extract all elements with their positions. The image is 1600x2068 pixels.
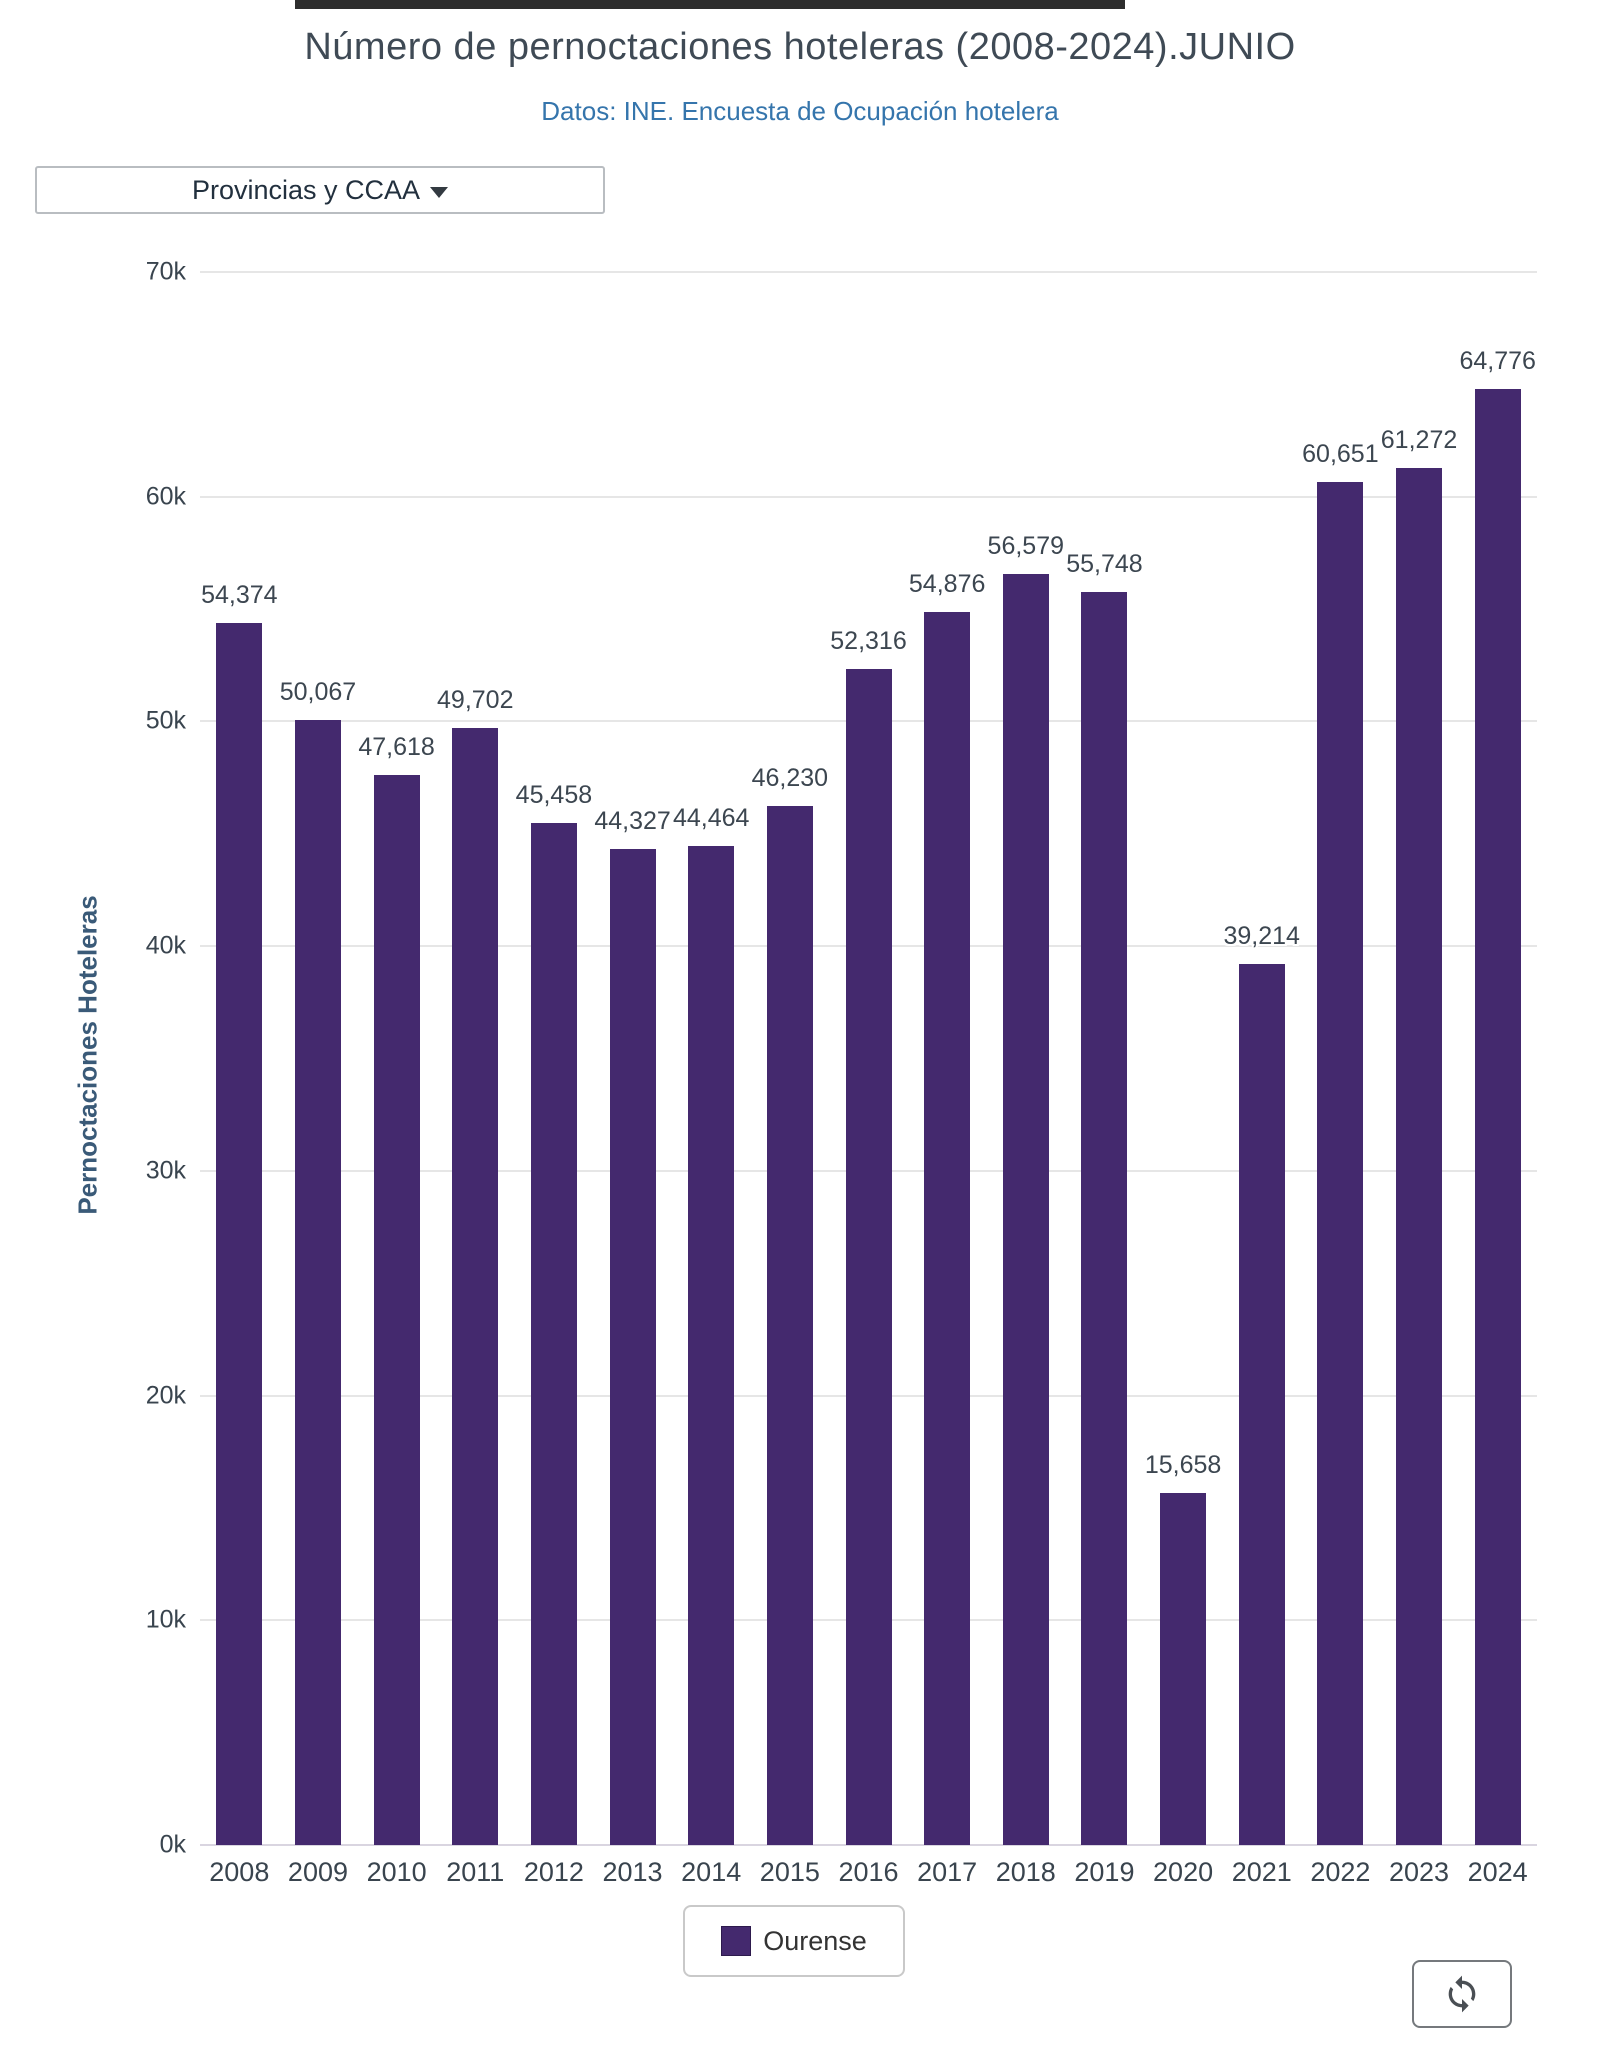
bar-2011[interactable] xyxy=(452,728,499,1845)
x-tick-label-2021: 2021 xyxy=(1231,1857,1292,1887)
legend-label: Ourense xyxy=(763,1925,867,1956)
bar-2016[interactable] xyxy=(845,669,892,1845)
y-tick-label: 50k xyxy=(145,706,186,735)
x-tick-label-2022: 2022 xyxy=(1310,1857,1371,1887)
bar-value-label-2014: 44,464 xyxy=(672,803,750,832)
bar-2023[interactable] xyxy=(1396,468,1443,1845)
y-tick-label: 40k xyxy=(145,931,186,960)
bar-value-label-2020: 15,658 xyxy=(1144,1451,1222,1480)
bar-2019[interactable] xyxy=(1081,592,1128,1845)
bar-value-label-2016: 52,316 xyxy=(830,627,907,656)
bar-2012[interactable] xyxy=(530,823,577,1845)
bar-2009[interactable] xyxy=(294,719,341,1845)
bar-2013[interactable] xyxy=(609,848,656,1845)
legend-item-ourense[interactable]: Ourense xyxy=(683,1905,905,1977)
bar-2008[interactable] xyxy=(216,623,263,1845)
region-dropdown-label: Provincias y CCAA xyxy=(191,174,421,205)
bar-2014[interactable] xyxy=(688,845,735,1845)
y-tick-label: 60k xyxy=(145,482,186,511)
bar-value-label-2013: 44,327 xyxy=(594,806,671,835)
bar-value-label-2017: 54,876 xyxy=(908,569,986,598)
bar-value-label-2011: 49,702 xyxy=(437,686,514,715)
x-tick-label-2011: 2011 xyxy=(446,1857,505,1887)
y-tick-label: 0k xyxy=(159,1830,186,1859)
bar-2020[interactable] xyxy=(1160,1493,1207,1845)
legend-color-swatch xyxy=(721,1926,752,1956)
bar-2018[interactable] xyxy=(1002,573,1049,1845)
bar-value-label-2018: 56,579 xyxy=(987,531,1065,560)
bar-2010[interactable] xyxy=(373,774,420,1845)
y-axis-title: Pernoctaciones Hoteleras xyxy=(72,895,103,1215)
chart-title: Número de pernoctaciones hoteleras (2008… xyxy=(304,26,1296,68)
x-tick-label-2017: 2017 xyxy=(917,1857,978,1887)
sync-icon xyxy=(1448,1975,1476,2013)
x-tick-label-2014: 2014 xyxy=(681,1857,742,1887)
bar-value-label-2010: 47,618 xyxy=(358,732,435,761)
x-tick-label-2013: 2013 xyxy=(602,1857,663,1887)
gridline-70k xyxy=(200,271,1537,273)
bar-value-label-2009: 50,067 xyxy=(279,677,357,706)
bar-2024[interactable] xyxy=(1474,389,1521,1845)
bar-value-label-2012: 45,458 xyxy=(515,781,593,810)
y-tick-label: 20k xyxy=(145,1381,186,1410)
x-tick-label-2015: 2015 xyxy=(759,1857,820,1887)
bar-value-label-2015: 46,230 xyxy=(751,764,829,793)
caret-down-icon xyxy=(430,186,449,198)
bar-2017[interactable] xyxy=(924,611,971,1845)
bar-value-label-2019: 55,748 xyxy=(1066,550,1143,579)
x-tick-label-2016: 2016 xyxy=(838,1857,899,1887)
x-tick-label-2019: 2019 xyxy=(1074,1857,1135,1887)
x-tick-label-2020: 2020 xyxy=(1153,1857,1214,1887)
bar-2021[interactable] xyxy=(1238,963,1285,1845)
x-tick-label-2012: 2012 xyxy=(523,1857,584,1887)
x-tick-label-2008: 2008 xyxy=(209,1857,270,1887)
bar-2022[interactable] xyxy=(1317,482,1364,1845)
chart-subtitle: Datos: INE. Encuesta de Ocupación hotele… xyxy=(541,96,1059,126)
y-tick-label: 10k xyxy=(145,1605,186,1634)
x-tick-label-2009: 2009 xyxy=(287,1857,349,1887)
bar-value-label-2023: 61,272 xyxy=(1380,426,1458,455)
bar-value-label-2021: 39,214 xyxy=(1223,921,1300,950)
x-tick-label-2018: 2018 xyxy=(995,1857,1056,1887)
y-tick-label: 70k xyxy=(145,257,186,286)
y-tick-label: 30k xyxy=(145,1156,186,1185)
refresh-button[interactable] xyxy=(1412,1960,1512,2028)
region-dropdown[interactable]: Provincias y CCAA xyxy=(35,166,605,214)
bar-value-label-2022: 60,651 xyxy=(1302,440,1379,469)
bar-2015[interactable] xyxy=(766,806,813,1845)
x-tick-label-2010: 2010 xyxy=(366,1857,427,1887)
bar-value-label-2008: 54,374 xyxy=(201,581,278,610)
cropped-toolbar-remnant xyxy=(295,0,1125,9)
x-tick-label-2023: 2023 xyxy=(1388,1857,1450,1887)
bar-value-label-2024: 64,776 xyxy=(1459,347,1536,376)
x-tick-label-2024: 2024 xyxy=(1467,1857,1528,1887)
